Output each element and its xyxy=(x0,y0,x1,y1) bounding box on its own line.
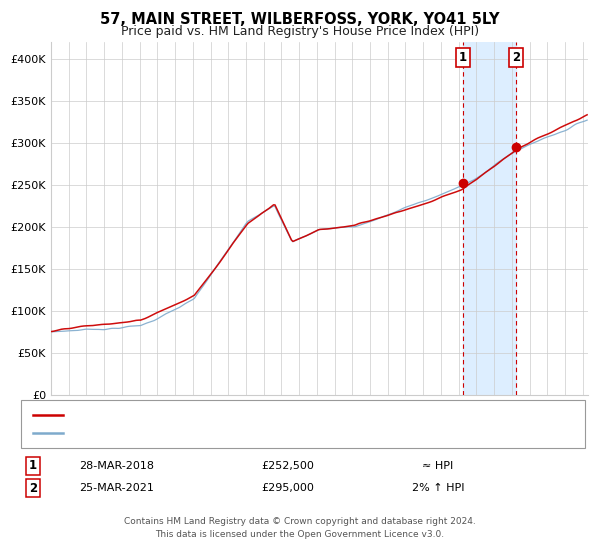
Text: 2: 2 xyxy=(512,52,520,64)
Text: £252,500: £252,500 xyxy=(262,461,314,471)
Text: 2% ↑ HPI: 2% ↑ HPI xyxy=(412,483,464,493)
Text: 28-MAR-2018: 28-MAR-2018 xyxy=(79,461,155,471)
Text: Contains HM Land Registry data © Crown copyright and database right 2024.: Contains HM Land Registry data © Crown c… xyxy=(124,517,476,526)
Bar xyxy=(463,42,516,395)
Text: 57, MAIN STREET, WILBERFOSS, YORK, YO41 5LY: 57, MAIN STREET, WILBERFOSS, YORK, YO41 … xyxy=(100,12,500,27)
Text: 57, MAIN STREET, WILBERFOSS, YORK, YO41 5LY (detached house): 57, MAIN STREET, WILBERFOSS, YORK, YO41 … xyxy=(69,410,415,420)
Text: ≈ HPI: ≈ HPI xyxy=(422,461,454,471)
Text: HPI: Average price, detached house, East Riding of Yorkshire: HPI: Average price, detached house, East… xyxy=(69,428,385,438)
Text: 1: 1 xyxy=(29,459,37,473)
Text: 2: 2 xyxy=(29,482,37,495)
Text: 1: 1 xyxy=(458,52,467,64)
Text: Price paid vs. HM Land Registry's House Price Index (HPI): Price paid vs. HM Land Registry's House … xyxy=(121,25,479,38)
Text: £295,000: £295,000 xyxy=(262,483,314,493)
Text: 25-MAR-2021: 25-MAR-2021 xyxy=(80,483,154,493)
Text: This data is licensed under the Open Government Licence v3.0.: This data is licensed under the Open Gov… xyxy=(155,530,445,539)
